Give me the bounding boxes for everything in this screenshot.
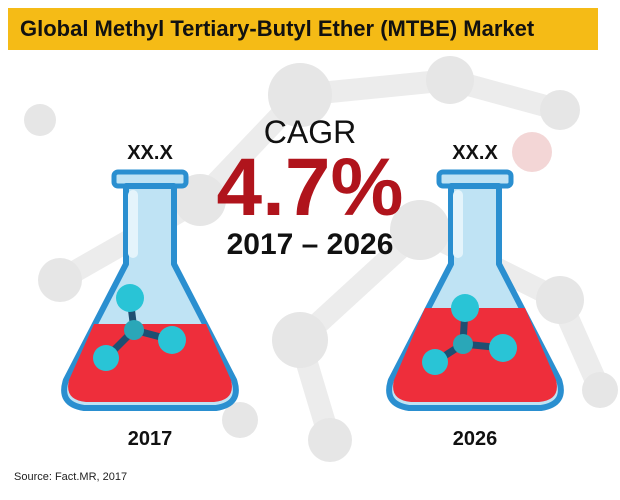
flask-2017-value: XX.X bbox=[127, 142, 173, 164]
cagr-value: 4.7% bbox=[216, 142, 404, 233]
flask-2017-icon bbox=[61, 169, 239, 411]
flask-2026-icon bbox=[386, 169, 564, 411]
flask-2026-year: 2026 bbox=[452, 428, 498, 450]
title-banner: Global Methyl Tertiary-Butyl Ether (MTBE… bbox=[8, 8, 598, 50]
flask-2017-year: 2017 bbox=[127, 428, 173, 450]
source-note: Source: Fact.MR, 2017 bbox=[14, 471, 128, 483]
page-title: Global Methyl Tertiary-Butyl Ether (MTBE… bbox=[20, 16, 535, 41]
cagr-label: CAGR bbox=[263, 114, 357, 150]
flask-2026-value: XX.X bbox=[452, 142, 498, 164]
cagr-period: 2017 – 2026 bbox=[226, 228, 394, 261]
